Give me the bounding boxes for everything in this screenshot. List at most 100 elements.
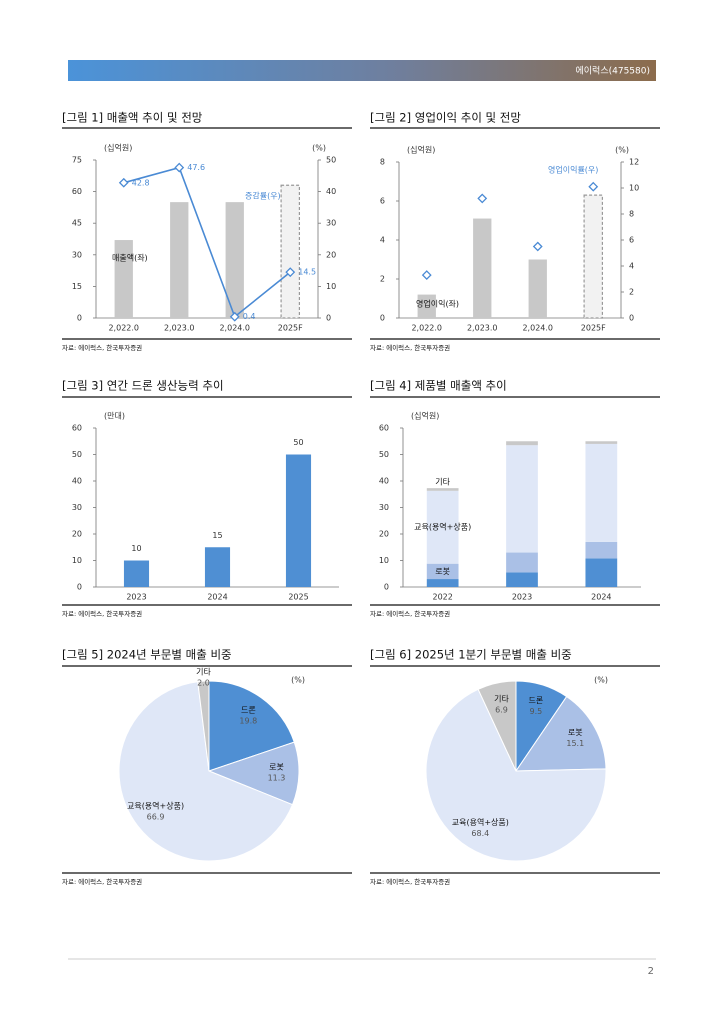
series-label: 증감률(우) (245, 191, 281, 201)
figure-title: [그림 3] 연간 드론 생산능력 추이 (62, 379, 224, 393)
marker (532, 241, 543, 252)
slice-label: 교육(용역+상품) (452, 817, 509, 827)
y-tick-label: 8 (380, 158, 385, 167)
y2-tick-label: 0 (326, 314, 331, 323)
y2-tick-label: 10 (629, 184, 639, 193)
y-tick-label: 30 (72, 250, 82, 259)
y2-tick-label: 40 (326, 187, 336, 196)
figure-title: [그림 4] 제품별 매출액 추이 (370, 379, 507, 393)
y-tick-label: 10 (72, 556, 82, 565)
unit-label: (%) (594, 676, 608, 685)
marker (588, 181, 599, 192)
slice-value: 66.9 (147, 813, 165, 822)
y-tick-label: 20 (379, 530, 389, 539)
y-tick-label: 20 (72, 530, 82, 539)
y-tick-label: 40 (72, 477, 82, 486)
slice-label: 기타 (494, 695, 509, 704)
x-tick-label: 2025F (581, 324, 606, 333)
bar (417, 294, 436, 318)
x-tick-label: 2,022.0 (108, 324, 139, 333)
slice-value: 9.5 (529, 707, 542, 716)
y2-tick-label: 2 (629, 288, 634, 297)
pie-slice (197, 680, 210, 772)
figure-title: [그림 1] 매출액 추이 및 전망 (62, 111, 203, 125)
pie-slice (118, 681, 294, 862)
unit-label: (%) (291, 676, 305, 685)
slice-value: 19.8 (239, 717, 257, 726)
x-tick-label: 2022 (432, 593, 452, 602)
y-tick-label: 15 (72, 282, 82, 291)
bar (114, 240, 133, 318)
value-label: 50 (293, 438, 303, 447)
slice-value: 15.1 (566, 739, 584, 748)
y-axis-label: (십억원) (104, 143, 132, 153)
bar (204, 547, 231, 587)
y-tick-label: 30 (379, 503, 389, 512)
pie-slice (207, 741, 300, 806)
y-tick-label: 50 (379, 450, 389, 459)
slice-label: 기타 (196, 667, 211, 676)
source: 자료: 에이럭스, 한국투자증권 (370, 609, 450, 618)
marker (118, 177, 129, 188)
slice-label: 교육(용역+상품) (127, 801, 184, 811)
bar (170, 202, 189, 318)
y2-tick-label: 4 (629, 262, 634, 271)
y2-tick-label: 20 (326, 250, 336, 259)
series-label: 로봇 (435, 567, 450, 576)
bar-segment (426, 579, 459, 587)
x-tick-label: 2,024.0 (219, 324, 250, 333)
pie-slice (208, 680, 295, 772)
x-tick-label: 2,022.0 (411, 324, 442, 333)
y2-tick-label: 50 (326, 156, 336, 165)
slice-value: 68.4 (471, 829, 489, 838)
y2-tick-label: 10 (326, 282, 336, 291)
series-label: 영업이익(좌) (416, 299, 459, 309)
y2-axis-label: (%) (615, 146, 629, 155)
line-series (123, 166, 291, 319)
source: 자료: 에이럭스, 한국투자증권 (370, 343, 450, 352)
pie-slice (425, 688, 607, 862)
value-label: 15 (212, 531, 222, 540)
bar (280, 184, 301, 319)
figure-title: [그림 6] 2025년 1분기 부문별 매출 비중 (370, 648, 572, 662)
y-tick-label: 45 (72, 219, 82, 228)
y-tick-label: 2 (380, 275, 385, 284)
value-label: 14.5 (298, 268, 316, 277)
header-bar (68, 60, 656, 81)
bar (583, 194, 604, 319)
x-tick-label: 2,023.0 (467, 324, 498, 333)
header-company: 에이럭스(475580) (576, 65, 651, 77)
y-tick-label: 60 (72, 424, 82, 433)
bar-segment (426, 488, 459, 491)
y2-tick-label: 8 (629, 210, 634, 219)
marker (174, 162, 185, 173)
y-tick-label: 4 (380, 236, 385, 245)
bar-segment (506, 552, 538, 573)
y-tick-label: 0 (380, 314, 385, 323)
y-tick-label: 0 (77, 583, 82, 592)
slice-label: 로봇 (269, 762, 284, 771)
x-tick-label: 2023 (126, 593, 146, 602)
y-tick-label: 30 (72, 503, 82, 512)
figure-title: [그림 2] 영업이익 추이 및 전망 (370, 111, 521, 125)
bar-segment (506, 445, 538, 553)
marker (229, 311, 240, 322)
x-tick-label: 2024 (591, 593, 611, 602)
bar (285, 454, 312, 587)
marker (477, 193, 488, 204)
value-label: 0.4 (243, 312, 256, 321)
figure-title: [그림 5] 2024년 부문별 매출 비중 (62, 648, 232, 662)
value-label: 42.8 (132, 178, 150, 187)
slice-value: 2.0 (197, 678, 210, 687)
y2-tick-label: 6 (629, 236, 634, 245)
value-label: 10 (131, 544, 141, 553)
source: 자료: 에이럭스, 한국투자증권 (62, 343, 142, 352)
slice-label: 드론 (241, 706, 256, 715)
x-tick-label: 2,023.0 (164, 324, 195, 333)
series-label: 교육(용역+상품) (414, 522, 471, 532)
x-tick-label: 2025 (288, 593, 308, 602)
y-tick-label: 75 (72, 156, 82, 165)
y2-tick-label: 0 (629, 314, 634, 323)
marker (421, 270, 432, 281)
